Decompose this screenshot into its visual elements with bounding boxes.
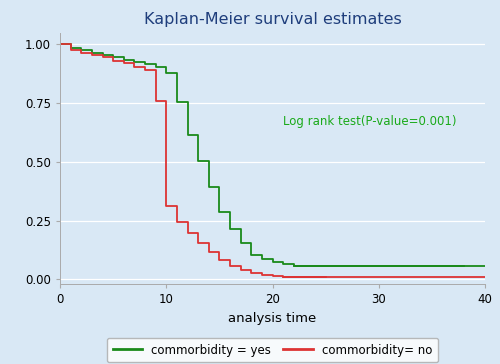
Legend: commorbidity = yes, commorbidity= no: commorbidity = yes, commorbidity= no — [106, 338, 438, 363]
Title: Kaplan-Meier survival estimates: Kaplan-Meier survival estimates — [144, 12, 402, 27]
Text: Log rank test(P-value=0.001): Log rank test(P-value=0.001) — [283, 115, 457, 128]
X-axis label: analysis time: analysis time — [228, 312, 316, 324]
